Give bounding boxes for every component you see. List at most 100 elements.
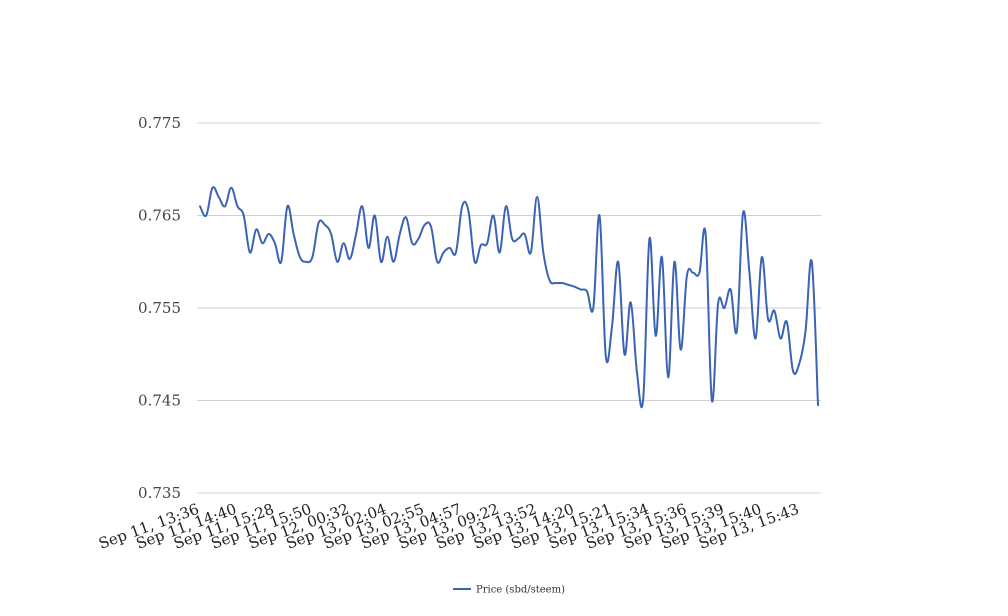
data-point[interactable] — [448, 246, 452, 250]
data-point[interactable] — [460, 204, 464, 208]
data-point[interactable] — [573, 285, 577, 289]
data-point[interactable] — [429, 225, 433, 229]
data-point[interactable] — [229, 186, 233, 190]
data-point[interactable] — [523, 232, 527, 236]
data-point[interactable] — [298, 255, 302, 259]
data-point[interactable] — [373, 214, 377, 218]
data-point[interactable] — [466, 209, 470, 213]
data-point[interactable] — [360, 204, 364, 208]
data-point[interactable] — [323, 223, 327, 227]
data-point[interactable] — [566, 283, 570, 287]
legend-label[interactable]: Price (sbd/steem) — [476, 585, 565, 596]
data-point[interactable] — [273, 241, 277, 245]
data-point[interactable] — [666, 375, 670, 379]
data-point[interactable] — [697, 271, 701, 275]
data-point[interactable] — [279, 260, 283, 264]
data-point[interactable] — [260, 241, 264, 245]
data-point[interactable] — [491, 214, 495, 218]
data-point[interactable] — [610, 325, 614, 329]
data-point[interactable] — [772, 309, 776, 313]
data-point[interactable] — [423, 223, 427, 227]
data-point[interactable] — [317, 221, 321, 225]
data-point[interactable] — [211, 186, 215, 190]
data-point[interactable] — [479, 243, 483, 247]
data-point[interactable] — [660, 255, 664, 259]
data-point[interactable] — [591, 306, 595, 310]
data-point[interactable] — [392, 260, 396, 264]
data-point[interactable] — [354, 232, 358, 236]
data-point[interactable] — [816, 403, 820, 407]
data-point[interactable] — [585, 289, 589, 293]
data-point[interactable] — [623, 352, 627, 356]
data-point[interactable] — [797, 362, 801, 366]
data-point[interactable] — [648, 237, 652, 241]
data-point[interactable] — [454, 251, 458, 255]
data-point[interactable] — [504, 204, 508, 208]
data-point[interactable] — [754, 337, 758, 341]
data-point[interactable] — [485, 241, 489, 245]
data-point[interactable] — [204, 214, 208, 218]
data-point[interactable] — [554, 281, 558, 285]
data-point[interactable] — [598, 214, 602, 218]
data-point[interactable] — [704, 232, 708, 236]
data-point[interactable] — [579, 288, 583, 292]
data-point[interactable] — [529, 251, 533, 255]
data-point[interactable] — [410, 241, 414, 245]
data-point[interactable] — [417, 237, 421, 241]
data-point[interactable] — [304, 260, 308, 264]
data-point[interactable] — [267, 232, 271, 236]
data-point[interactable] — [747, 269, 751, 273]
data-point[interactable] — [329, 232, 333, 236]
data-point[interactable] — [766, 317, 770, 321]
data-point[interactable] — [804, 329, 808, 333]
data-point[interactable] — [760, 255, 764, 259]
data-point[interactable] — [710, 399, 714, 403]
data-point[interactable] — [510, 237, 514, 241]
data-point[interactable] — [385, 235, 389, 239]
data-point[interactable] — [335, 260, 339, 264]
data-point[interactable] — [722, 306, 726, 310]
data-point[interactable] — [442, 251, 446, 255]
data-point[interactable] — [641, 397, 645, 401]
data-point[interactable] — [541, 251, 545, 255]
data-point[interactable] — [310, 255, 314, 259]
data-point[interactable] — [735, 329, 739, 333]
data-point[interactable] — [242, 214, 246, 218]
data-point[interactable] — [616, 260, 620, 264]
data-point[interactable] — [367, 246, 371, 250]
data-point[interactable] — [516, 237, 520, 241]
data-point[interactable] — [779, 337, 783, 341]
data-point[interactable] — [560, 281, 564, 285]
data-point[interactable] — [685, 274, 689, 278]
data-point[interactable] — [654, 334, 658, 338]
data-point[interactable] — [404, 215, 408, 219]
data-point[interactable] — [217, 195, 221, 199]
data-point[interactable] — [435, 260, 439, 264]
data-point[interactable] — [672, 260, 676, 264]
data-point[interactable] — [635, 371, 639, 375]
data-point[interactable] — [679, 348, 683, 352]
data-point[interactable] — [548, 278, 552, 282]
data-point[interactable] — [629, 300, 633, 304]
data-point[interactable] — [604, 354, 608, 358]
data-point[interactable] — [741, 211, 745, 215]
data-point[interactable] — [248, 251, 252, 255]
data-point[interactable] — [716, 301, 720, 305]
data-point[interactable] — [498, 251, 502, 255]
data-point[interactable] — [729, 288, 733, 292]
data-point[interactable] — [292, 232, 296, 236]
data-point[interactable] — [236, 204, 240, 208]
data-point[interactable] — [198, 204, 202, 208]
series-line-0[interactable] — [199, 186, 819, 409]
data-point[interactable] — [254, 227, 258, 231]
data-point[interactable] — [810, 260, 814, 264]
data-point[interactable] — [791, 369, 795, 373]
data-point[interactable] — [691, 271, 695, 275]
data-point[interactable] — [473, 260, 477, 264]
data-point[interactable] — [535, 195, 539, 199]
data-point[interactable] — [379, 260, 383, 264]
data-point[interactable] — [285, 204, 289, 208]
data-point[interactable] — [348, 257, 352, 261]
data-point[interactable] — [398, 232, 402, 236]
data-point[interactable] — [223, 204, 227, 208]
